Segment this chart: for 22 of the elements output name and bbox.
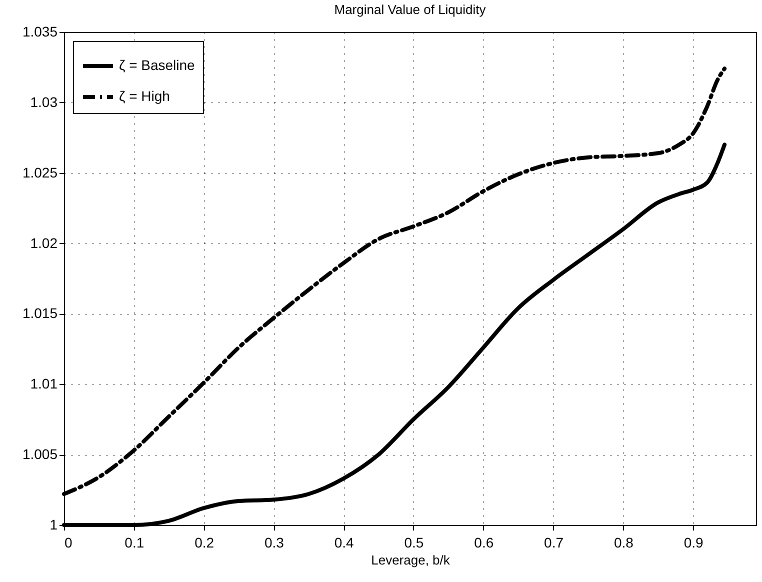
y-tick-label: 1.02: [30, 234, 58, 251]
y-tick-label: 1: [50, 516, 58, 532]
legend-label: ζ = Baseline: [119, 57, 196, 73]
y-tick-label: 1.03: [30, 94, 58, 110]
x-tick-label: 0.2: [194, 534, 214, 550]
x-tick-label: 0.8: [614, 534, 634, 550]
y-tick-label: 1.01: [30, 376, 58, 392]
y-tick-label: 1.005: [22, 446, 58, 462]
x-tick-label: 0: [64, 534, 72, 550]
x-tick-label: 0.9: [684, 534, 704, 550]
x-tick-label: 0.4: [334, 534, 354, 550]
y-tick-label: 1.035: [22, 24, 58, 40]
x-tick-label: 0.7: [544, 534, 564, 550]
y-tick-label: 1.025: [22, 164, 58, 180]
x-axis-title: Leverage, b/k: [371, 552, 450, 568]
x-tick-label: 0.6: [474, 534, 494, 550]
x-tick-label: 0.5: [404, 534, 424, 550]
x-tick-label: 0.3: [264, 534, 284, 550]
chart-title: Marginal Value of Liquidity: [334, 2, 486, 17]
legend-label: ζ = High: [119, 88, 170, 104]
x-tick-label: 0.1: [124, 534, 144, 550]
y-tick-label: 1.015: [22, 305, 58, 322]
